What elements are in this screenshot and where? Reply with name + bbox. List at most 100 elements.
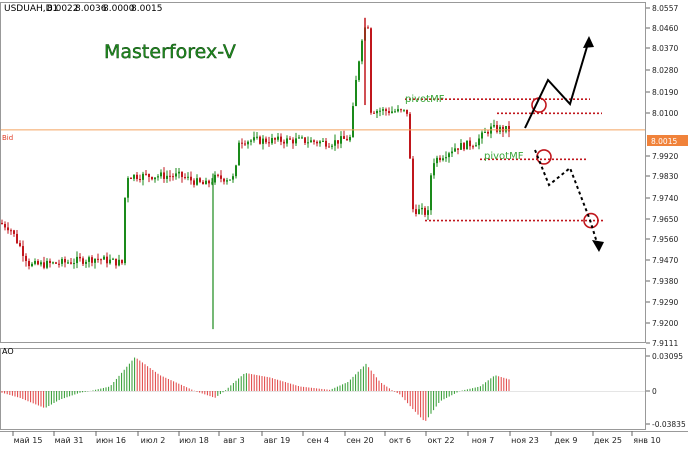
candle-body	[106, 256, 108, 264]
candle-body	[121, 259, 123, 264]
candle-body	[85, 261, 87, 264]
candle-body	[196, 178, 198, 185]
candle-body	[484, 131, 486, 133]
price-tick-label: 7.9111	[652, 339, 678, 348]
candle-body	[487, 131, 489, 134]
candle-body	[253, 137, 255, 141]
candle-body	[469, 140, 471, 147]
bullish-scenario-line	[524, 39, 590, 129]
candle-body	[79, 256, 81, 259]
candle-body	[361, 40, 363, 62]
candle-body	[424, 207, 426, 215]
candle-body	[445, 157, 447, 159]
candle-body	[34, 261, 36, 264]
candle-body	[4, 223, 6, 228]
candle-body	[73, 263, 75, 265]
candle-body	[37, 261, 39, 265]
candle-body	[382, 109, 384, 111]
price-tick-label: 8.0100	[652, 109, 678, 118]
candle-body	[271, 138, 273, 144]
candle-body	[481, 132, 483, 139]
candle-body	[31, 263, 33, 267]
candle-body	[265, 138, 267, 143]
candle-body	[337, 140, 339, 144]
ao-plot	[1, 357, 645, 421]
candle-body	[328, 146, 330, 148]
candle-body	[301, 137, 303, 139]
candle-body	[178, 171, 180, 174]
candle-body	[217, 174, 219, 176]
candle-body	[427, 210, 429, 215]
candle-body	[58, 263, 60, 265]
date-tick-label: май 15	[14, 436, 43, 445]
candle-body	[82, 258, 84, 264]
date-tick-label: ноя 7	[472, 436, 495, 445]
candle-body	[268, 142, 270, 144]
candle-body	[298, 137, 300, 139]
candle-body	[352, 106, 354, 137]
candle-body	[163, 172, 165, 179]
candle-body	[370, 28, 372, 113]
date-tick-label: авг 3	[223, 436, 244, 445]
candle-body	[475, 145, 477, 147]
candle-body	[109, 259, 111, 264]
candle-body	[100, 259, 102, 261]
candle-body	[130, 178, 132, 180]
price-tick-label: 8.0460	[652, 24, 678, 33]
candle-body	[127, 178, 129, 198]
candle-body	[322, 140, 324, 142]
candle-body	[232, 176, 234, 180]
candle-body	[397, 109, 399, 112]
candle-body	[10, 230, 12, 232]
candle-body	[142, 173, 144, 180]
ao-tick-label: -0.03835	[652, 420, 686, 429]
candle-body	[67, 262, 69, 264]
candle-body	[502, 126, 504, 132]
candle-body	[124, 197, 126, 264]
ao-label: AO	[2, 347, 14, 356]
bearish-arrowhead	[592, 240, 604, 252]
low-value: 8.0000	[103, 4, 135, 14]
axes: 8.0557 8.0460 8.0370 8.0280 8.0190 8.0100 8.00…	[0, 2, 688, 445]
price-tick-label: 8.0557	[652, 4, 678, 13]
candle-body	[244, 143, 246, 145]
candle-body	[13, 230, 15, 234]
candle-body	[433, 163, 435, 176]
candle-body	[160, 172, 162, 177]
candle-body	[1, 222, 3, 224]
candle-body	[154, 177, 156, 180]
pivot-label-bottom: pivotMF	[484, 151, 524, 162]
candle-body	[346, 138, 348, 141]
candle-body	[292, 139, 294, 144]
candle-body	[28, 260, 30, 267]
candle-body	[103, 256, 105, 260]
candle-body	[508, 125, 510, 132]
candle-body	[394, 111, 396, 113]
candle-body	[349, 136, 351, 141]
candle-body	[223, 178, 225, 182]
candle-body	[412, 158, 414, 210]
candle-body	[409, 113, 411, 159]
candle-body	[214, 174, 216, 183]
candle-body	[46, 260, 48, 268]
high-value: 8.0036	[75, 4, 107, 14]
candle-body	[430, 175, 432, 211]
symbol-label: USDUAH,D1	[4, 4, 58, 14]
candle-body	[406, 109, 408, 114]
price-tick-label: 7.9650	[652, 215, 678, 224]
candle-body	[388, 111, 390, 113]
candle-body	[61, 259, 63, 264]
candle-body	[289, 138, 291, 140]
price-tick-label: 7.9200	[652, 319, 678, 328]
close-value: 8.0015	[131, 4, 163, 14]
candle-body	[316, 141, 318, 144]
candle-body	[280, 136, 282, 142]
candle-body	[439, 157, 441, 161]
candle-body	[64, 259, 66, 263]
candle-body	[7, 227, 9, 231]
date-tick-label: сен 20	[346, 436, 373, 445]
candle-body	[226, 180, 228, 182]
candle-body	[379, 110, 381, 112]
candle-body	[202, 181, 204, 185]
price-tick-label: 7.9740	[652, 194, 678, 203]
